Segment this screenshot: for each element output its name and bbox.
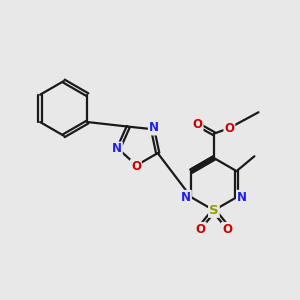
Text: N: N [112, 142, 122, 155]
Text: O: O [222, 223, 232, 236]
Text: O: O [196, 223, 206, 236]
Text: N: N [181, 191, 191, 204]
Text: O: O [224, 122, 234, 135]
Text: S: S [209, 204, 219, 217]
Text: O: O [131, 160, 141, 173]
Text: O: O [193, 118, 202, 130]
Text: N: N [149, 122, 159, 134]
Text: N: N [237, 191, 247, 204]
